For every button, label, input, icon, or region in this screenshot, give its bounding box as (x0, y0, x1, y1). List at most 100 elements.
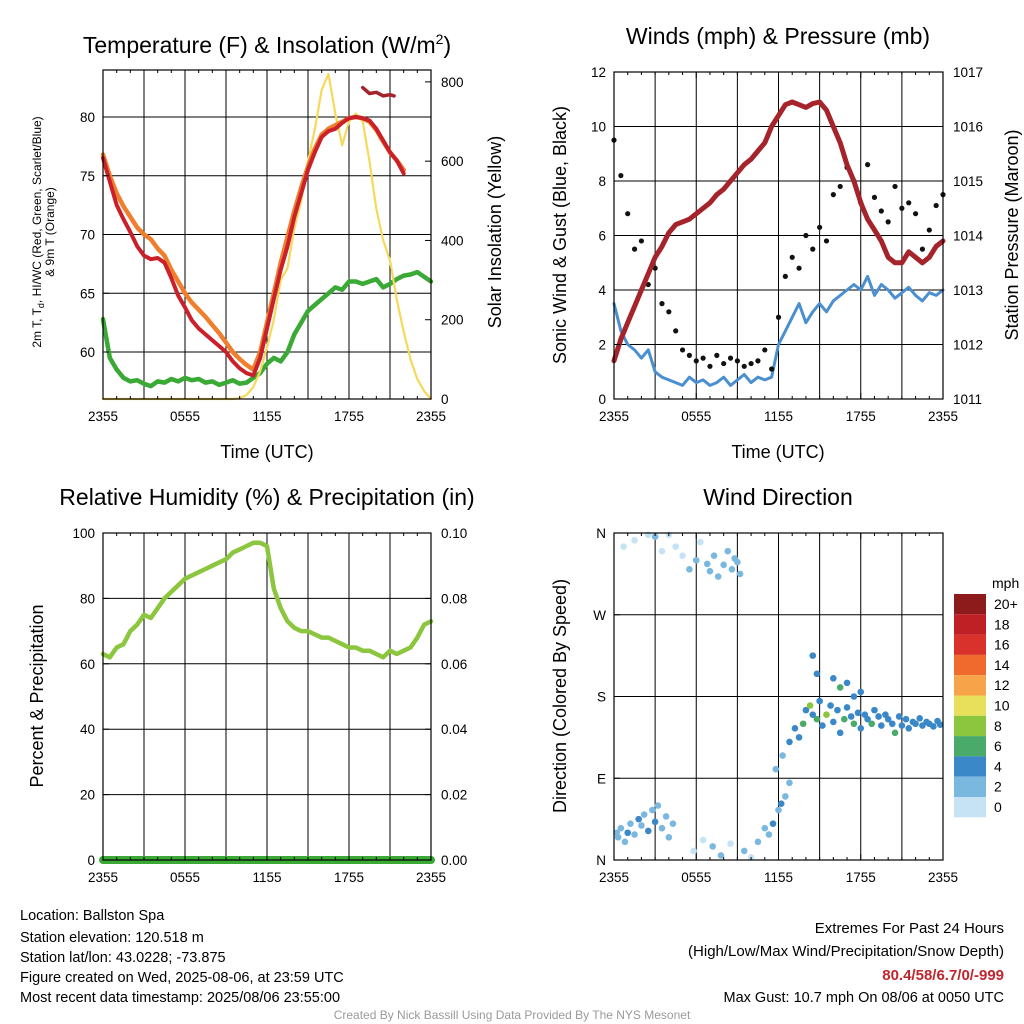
wind-direction-point (895, 713, 903, 720)
most-recent-data: Most recent data timestamp: 2025/08/06 2… (20, 990, 340, 1006)
x-tick-label: 2355 (88, 409, 118, 424)
x-tick-label: 1155 (252, 409, 281, 424)
wind-direction-point (871, 706, 878, 714)
wind-direction-panel: Wind Direction 2355 0555 1155 1755 2355 N E S W N… (550, 484, 1019, 885)
wind-direction-point (635, 815, 642, 823)
wind-direction-point (843, 679, 851, 687)
y-tick-label: 10 (591, 120, 606, 135)
y2-tick-label: 400 (441, 233, 464, 248)
wind-direction-title: Wind Direction (703, 484, 853, 510)
extremes-values: 80.4/58/6.7/0/-999 (882, 967, 1004, 984)
gust-point (823, 238, 830, 244)
gust-point (721, 360, 727, 367)
temperature-panel: Temperature (F) & Insolation (W/m2) 2355… (30, 31, 505, 462)
wind-direction-point (795, 734, 803, 741)
gust-point (878, 208, 884, 214)
humidity-ticks: 2355 0555 1155 1755 2355 0 20 40 60 80 100 0.00 0.02… (72, 526, 467, 885)
wind-direction-point (727, 840, 734, 847)
y2-tick-label: 1015 (953, 174, 983, 189)
wind-direction-point (714, 573, 722, 580)
gust-point (885, 219, 891, 225)
wind-direction-point (638, 822, 645, 829)
wind-direction-point (703, 560, 711, 568)
wind-direction-point (813, 715, 821, 723)
wind-direction-point (761, 824, 769, 832)
wind-direction-point (644, 827, 652, 835)
wind-direction-point (847, 713, 855, 720)
wind-direction-point (809, 711, 817, 718)
y2-tick-label: 0.06 (441, 657, 467, 672)
y-tick-label: 20 (80, 788, 95, 803)
legend-label: 0 (994, 799, 1002, 815)
y-tick-label: N (596, 526, 606, 541)
wind-direction-point (736, 570, 744, 578)
gust-point (748, 360, 754, 367)
temperature-title: Temperature (F) & Insolation (W/m2) (83, 31, 451, 58)
legend-swatch (954, 797, 986, 818)
wind-direction-point (827, 702, 834, 709)
x-tick-label: 2355 (928, 870, 958, 885)
wind-direction-point (884, 715, 892, 723)
y-tick-label: N (596, 853, 606, 868)
x-tick-label: 1155 (252, 870, 281, 885)
y2-tick-label: 1014 (953, 229, 984, 244)
wind-direction-point (786, 738, 793, 746)
humidity-y-axis-label: Percent & Precipitation (27, 604, 47, 787)
max-gust: Max Gust: 10.7 mph On 08/06 at 0050 UTC (724, 990, 1004, 1006)
wind-direction-point (640, 811, 648, 818)
wind-direction-point (912, 720, 919, 728)
legend-label: 14 (994, 657, 1010, 673)
wind-direction-point (709, 843, 716, 850)
wind-direction-point (662, 813, 670, 820)
winds-panel: Winds (mph) & Pressure (mb) 2355 0555 1155… (550, 23, 1022, 462)
wind-direction-point (902, 715, 910, 723)
y-tick-label: 4 (598, 283, 606, 298)
credit-line: Created By Nick Bassill Using Data Provi… (334, 1008, 691, 1022)
extremes-title: Extremes For Past 24 Hours (815, 920, 1004, 937)
y-tick-label: 8 (598, 174, 606, 189)
temperature-2m-line (101, 115, 406, 378)
wind-direction-point (791, 724, 799, 732)
temperature-x-axis-label: Time (UTC) (220, 442, 313, 462)
winds-ticks: 2355 0555 1155 1755 235502468101210111012101… (591, 65, 984, 424)
wind-direction-point (802, 706, 810, 714)
wind-direction-point (621, 838, 629, 846)
x-tick-label: 0555 (170, 409, 200, 424)
gust-point (810, 246, 816, 252)
wind-direction-point (823, 711, 830, 718)
speed-legend-title: mph (992, 575, 1019, 591)
winds-title: Winds (mph) & Pressure (mb) (626, 23, 930, 49)
legend-swatch (954, 736, 986, 757)
gust-point (865, 162, 871, 168)
winds-series (611, 99, 946, 387)
gust-point (871, 194, 878, 200)
wind-direction-point (658, 547, 666, 555)
wind-direction-point (651, 533, 659, 540)
wind-direction-point (843, 704, 851, 711)
svg-text:& 9m T (Orange): & 9m T (Orange) (43, 187, 57, 277)
wind-direction-point (777, 800, 785, 807)
wind-direction-point (614, 833, 622, 841)
legend-label: 6 (994, 738, 1002, 754)
wind-direction-point (878, 722, 885, 729)
gust-point (899, 205, 905, 211)
winds-y-axis-label: Sonic Wind & Gust (Blue, Black) (550, 106, 570, 364)
wind-direction-point (720, 561, 727, 569)
gust-point (638, 238, 645, 244)
legend-swatch (954, 614, 986, 635)
wind-direction-point (841, 715, 848, 723)
wind-direction-point (816, 697, 823, 705)
gust-point (679, 347, 686, 353)
gust-point (817, 224, 823, 230)
legend-swatch (954, 634, 986, 655)
y2-tick-label: 800 (441, 75, 464, 90)
station-latlon: Station lat/lon: 43.0228; -73.875 (20, 950, 226, 966)
x-tick-label: 2355 (928, 409, 958, 424)
wind-direction-point (740, 847, 748, 855)
legend-label: 20+ (994, 596, 1018, 612)
wind-direction-point (898, 722, 906, 729)
gust-point (714, 352, 720, 358)
wind-direction-point (936, 721, 944, 728)
station-info: Location: Ballston Spa Station elevation… (20, 908, 344, 1006)
gust-point (769, 366, 775, 372)
